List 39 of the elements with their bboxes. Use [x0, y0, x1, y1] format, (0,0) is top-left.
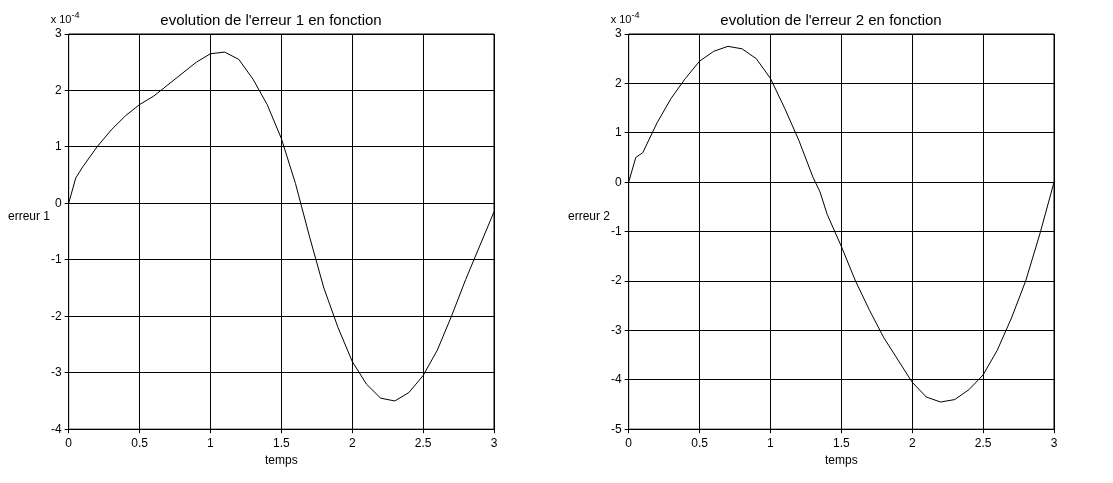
x-tick-label: 3 [1050, 435, 1058, 450]
y-tick-label: -3 [51, 365, 62, 380]
x-tick-label: 1.5 [832, 435, 850, 450]
y-tick-label: -2 [611, 273, 622, 288]
chart-title: evolution de l'erreur 1 en fonction [160, 11, 382, 29]
x-tick-label: 1.5 [272, 435, 290, 450]
y-tick-label: -1 [611, 223, 622, 238]
y-tick-label: 2 [54, 82, 62, 97]
x-axis-title: temps [264, 453, 298, 468]
y-tick-label: 2 [614, 75, 622, 90]
y-tick-label: 1 [614, 125, 622, 140]
y-tick-label: -1 [51, 252, 62, 267]
x-tick-label: 0.5 [691, 435, 709, 450]
x-tick-label: 2 [908, 435, 916, 450]
x-tick-label: 0 [65, 435, 73, 450]
y-tick-label: -2 [51, 308, 62, 323]
y-axis-title: erreur 2 [568, 207, 611, 224]
x-tick-label: 2.5 [974, 435, 992, 450]
x-tick-label: 1 [767, 435, 775, 450]
y-tick-label: 1 [54, 139, 62, 154]
chart-title: evolution de l'erreur 2 en fonction [720, 11, 942, 29]
x-axis-title: temps [824, 453, 858, 468]
y-tick-label: 3 [614, 26, 622, 41]
y-tick-label: 3 [54, 26, 62, 41]
x-tick-label: 0.5 [131, 435, 149, 450]
x-tick-label: 0 [625, 435, 633, 450]
y-tick-label: -3 [611, 322, 622, 337]
x-tick-label: 2.5 [414, 435, 432, 450]
y-tick-label: 0 [54, 195, 62, 210]
y-tick-label: -4 [51, 421, 62, 436]
y-axis-title: erreur 1 [8, 207, 51, 224]
text: x 10$^{-4}$ [610, 10, 640, 25]
x-tick-label: 3 [490, 435, 498, 450]
y-tick-label: -5 [611, 421, 622, 436]
y-tick-label: 0 [614, 174, 622, 189]
x-tick-label: 1 [207, 435, 215, 450]
x-tick-label: 2 [348, 435, 356, 450]
y-tick-label: -4 [611, 372, 622, 387]
text: x 10$^{-4}$ [50, 10, 80, 25]
